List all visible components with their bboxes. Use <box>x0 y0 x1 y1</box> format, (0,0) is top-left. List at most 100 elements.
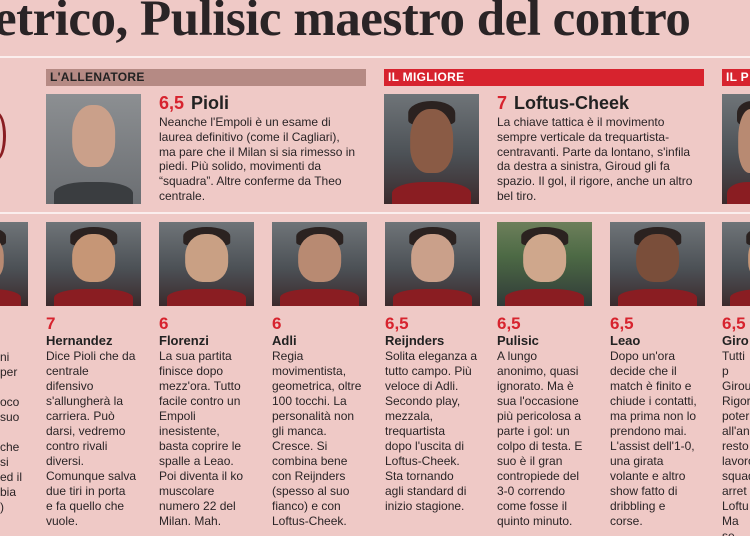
text-line: resto <box>722 439 749 453</box>
text-line: mezzala, <box>385 409 434 423</box>
text-line: Sta tornando <box>385 469 454 483</box>
text-line: per <box>0 365 18 379</box>
player-name: Reijnders <box>385 333 445 348</box>
player-photo <box>159 222 254 306</box>
text-line: Girou <box>722 379 750 393</box>
text-line: Poi diventa il ko <box>159 469 244 483</box>
text-line: show fatto di <box>610 484 678 498</box>
text-line: centravanti. Parte da lontano, s'infila <box>497 144 691 159</box>
player-name: Florenzi <box>159 333 209 348</box>
player-bio: La sua partita finisce dopo mezz'ora. Tutt… <box>159 349 269 529</box>
section-allenatore: L'ALLENATORE <box>46 69 366 86</box>
text-line: (spesso al suo <box>272 484 350 498</box>
player-bio: Regia movimentista, geometrica, oltre 100 t… <box>272 349 382 529</box>
text-line <box>0 380 30 395</box>
text-line: basta coprire le <box>159 439 242 453</box>
player-score: 6,5 <box>385 314 409 333</box>
section-third: IL P <box>722 69 750 86</box>
partial-column-left: ni per oco suo che si ed il bia) <box>0 350 30 515</box>
player-photo <box>385 222 480 306</box>
text-line: “squadra”. Altre conferme da Theo <box>159 174 342 189</box>
headline: etrico, Pulisic maestro del contro <box>0 0 691 47</box>
text-line <box>0 425 30 440</box>
coach-bio: Neanche l'Empoli è un esame di laurea def… <box>159 115 369 204</box>
player-name: Adli <box>272 333 297 348</box>
text-line: geometrica, oltre <box>272 379 362 393</box>
text-line: Ma se <box>722 514 739 536</box>
player-score: 6,5 <box>497 314 521 333</box>
text-line: con Reijnders <box>272 469 346 483</box>
text-line: Secondo play, <box>385 394 461 408</box>
text-line: ) <box>0 500 4 514</box>
text-line: come fosse il <box>497 499 568 513</box>
text-line: mezz'ora. Tutto <box>159 379 241 393</box>
text-line: chiude i contatti, <box>610 394 697 408</box>
text-line: centrale <box>46 364 89 378</box>
text-line: suo è il gran <box>497 454 563 468</box>
text-line: una girata <box>610 454 664 468</box>
text-line: spalle a Leao. <box>159 454 234 468</box>
text-line: sua l'occasione <box>497 394 579 408</box>
text-line: dopo l'uscita di <box>385 439 465 453</box>
text-line: centrale. <box>159 188 206 203</box>
text-line: diversi. <box>46 454 85 468</box>
player-bio: Solita eleganza a tutto campo. Più veloce … <box>385 349 495 514</box>
text-line: veloce di Adli. <box>385 379 459 393</box>
player-score: 7 <box>46 314 56 333</box>
text-line: L'assist dell'1-0, <box>610 439 695 453</box>
best-player-photo <box>384 94 479 204</box>
text-line: arret <box>722 484 747 498</box>
text-line: Dice Pioli che da <box>46 349 136 363</box>
text-line: Comunque salva <box>46 469 137 483</box>
text-line: numero 22 del <box>159 499 236 513</box>
text-line: Empoli <box>159 409 196 423</box>
text-line: lavoro <box>722 454 750 468</box>
text-line: anonimo, quasi <box>497 364 579 378</box>
text-line: 3-0 correndo <box>497 484 566 498</box>
text-line: piedi. Più solido, movimenti da <box>159 159 322 174</box>
text-line: s'allungherà la <box>46 394 124 408</box>
player-name: Giro <box>722 333 749 348</box>
text-line: La sua partita <box>159 349 232 363</box>
club-crest-icon <box>0 112 6 160</box>
best-bio: La chiave tattica è il movimento sempre v… <box>497 115 712 204</box>
text-line: Loftus-Cheek. <box>272 514 347 528</box>
best-score: 7 <box>497 93 508 113</box>
text-line: vuole. <box>46 514 79 528</box>
player-photo <box>46 222 141 306</box>
text-line: combina bene <box>272 454 348 468</box>
player-bio: Tutti pGirouRigorpoterall'anrestolavoros… <box>722 349 750 536</box>
text-line: Loftu <box>722 499 749 513</box>
text-line: Dopo un'ora <box>610 349 676 363</box>
text-line: e fa quello che <box>46 499 125 513</box>
text-line: contro rivali <box>46 439 108 453</box>
section-migliore: IL MIGLIORE <box>384 69 704 86</box>
text-line: trequartista <box>385 424 446 438</box>
text-line: facile contro un <box>159 394 241 408</box>
text-line: colpo di testa. E <box>497 439 583 453</box>
text-line: poter <box>722 409 750 423</box>
player-photo <box>610 222 705 306</box>
text-line: suo <box>0 410 20 424</box>
text-line: ed il <box>0 470 23 484</box>
text-line: carriera. Può <box>46 409 115 423</box>
text-line: ni <box>0 350 10 364</box>
text-line: fianco) e con <box>272 499 341 513</box>
text-line: Loftus-Cheek. <box>385 454 460 468</box>
player-photo <box>272 222 367 306</box>
text-line: inizio stagione. <box>385 499 465 513</box>
text-line: match è finito e <box>610 379 692 393</box>
text-line: darsi, vedremo <box>46 424 126 438</box>
text-line: volante e altro <box>610 469 686 483</box>
text-line: corse. <box>610 514 643 528</box>
text-line: bia <box>0 485 17 499</box>
player-name: Hernandez <box>46 333 113 348</box>
player-photo <box>497 222 592 306</box>
divider <box>0 56 750 58</box>
player-photo <box>722 222 750 306</box>
text-line: 100 tocchi. La <box>272 394 347 408</box>
player-name: Leao <box>610 333 641 348</box>
player-bio: A lungo anonimo, quasi ignorato. Ma è sua l… <box>497 349 607 529</box>
coach-photo <box>46 94 141 204</box>
